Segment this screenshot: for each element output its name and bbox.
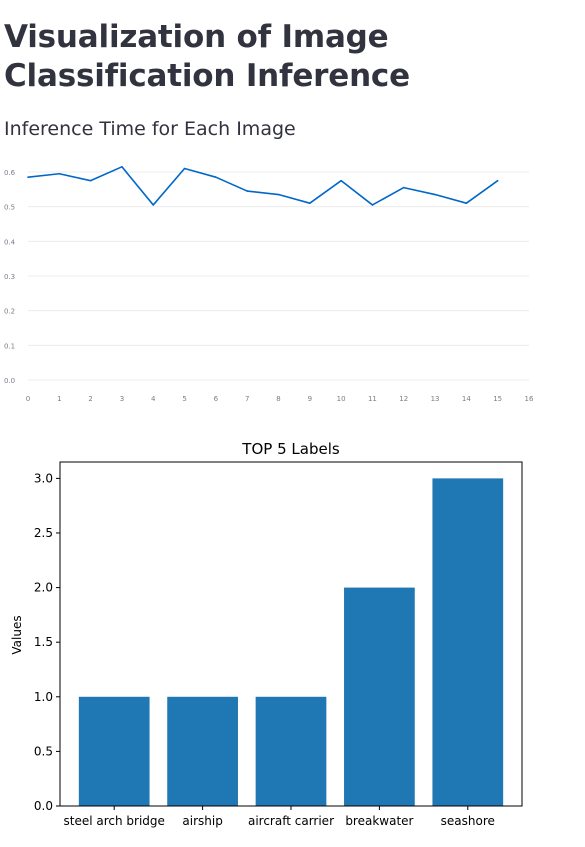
line-chart-x-tick-label: 4 [151, 395, 156, 403]
bar-chart-y-axis-label: Values [10, 615, 24, 654]
bar-chart-bars [78, 478, 504, 806]
line-chart-y-tick-label: 0.5 [4, 204, 15, 212]
line-chart-y-tick-label: 0.2 [4, 308, 15, 316]
bar-chart-bar [255, 696, 327, 806]
line-chart-point [434, 193, 436, 196]
section-title: Inference Time for Each Image [4, 118, 296, 140]
page-title: Visualization of Image Classification In… [4, 19, 410, 94]
line-chart-x-tick-label: 8 [276, 395, 280, 403]
line-chart-point [371, 204, 374, 206]
line-chart-point [246, 190, 248, 192]
bar-chart-x-tick-label: airship [182, 814, 222, 828]
line-chart-x-tick-label: 6 [214, 395, 219, 403]
line-chart-y-tick-label: 0.3 [4, 273, 15, 281]
line-chart-y-tick-label: 0.6 [4, 169, 16, 177]
bar-chart-x-tick-label: aircraft carrier [248, 814, 334, 828]
bar-chart-bar [344, 587, 415, 806]
line-chart-point [121, 166, 123, 168]
line-chart-point [89, 179, 92, 182]
bar-chart-y-tick-label: 2.0 [34, 581, 53, 595]
line-chart-point [465, 202, 468, 204]
line-chart-x-tick-label: 5 [182, 395, 186, 403]
line-chart-point [215, 176, 217, 178]
line-chart-point [152, 204, 155, 206]
line-chart-y-tick-label: 0.0 [4, 377, 15, 385]
line-chart-x-tick-label: 9 [308, 395, 312, 403]
bar-chart-y-tick-label: 0.5 [34, 744, 53, 758]
line-chart-point [496, 179, 499, 182]
line-chart-gridlines [28, 171, 529, 381]
line-chart-series-line [27, 166, 499, 206]
line-chart-point [277, 193, 280, 196]
bar-chart-y-tick-label: 0.0 [34, 799, 53, 813]
bar-chart-y-tick-label: 3.0 [34, 471, 53, 485]
line-chart-x-tick-label: 16 [525, 395, 534, 403]
bar-chart-x-ticks: steel arch bridge airship aircraft carrier… [63, 806, 495, 828]
bar-chart-title: TOP 5 Labels [241, 440, 340, 458]
line-chart-x-tick-label: 3 [120, 395, 124, 403]
line-chart-x-tick-label: 10 [337, 395, 346, 403]
bar-chart-y-tick-label: 2.5 [34, 526, 53, 540]
bar-chart-x-tick-label: seashore [441, 814, 495, 828]
line-chart-x-tick-label: 11 [368, 395, 377, 403]
bar-chart-x-tick-label: breakwater [345, 814, 413, 828]
line-chart-x-tick-label: 14 [462, 395, 471, 403]
line-chart-x-tick-labels: 0 1 2 3 4 5 6 7 8 9 10 11 12 13 14 15 16 [26, 395, 534, 403]
line-chart-x-tick-label: 15 [493, 395, 502, 403]
line-chart-point [309, 202, 311, 204]
bar-chart-bar [167, 696, 238, 806]
line-chart-x-tick-label: 0 [26, 395, 30, 403]
bar-chart-y-tick-label: 1.5 [34, 635, 53, 649]
line-chart-point [27, 176, 29, 178]
line-chart-x-tick-label: 7 [245, 395, 249, 403]
bar-chart-bar [432, 478, 504, 806]
bar-chart-plot-frame [59, 461, 523, 807]
line-chart-y-tick-label: 0.4 [4, 238, 16, 246]
line-chart-x-tick-label: 2 [88, 395, 92, 403]
inference-time-line-chart: 0.00.10.20.30.40.50.6 0 1 2 3 4 5 6 7 8 9 10 11 12 13… [4, 166, 534, 403]
line-chart-point [58, 172, 61, 175]
bar-chart-bar [78, 696, 150, 806]
top-labels-bar-chart: TOP 5 Labels Values 0.0 0.5 1.0 1.5 2.0 2.5 3.… [10, 440, 523, 828]
line-chart-series [27, 166, 499, 206]
line-chart-point [340, 179, 342, 182]
line-chart-y-tick-label: 0.1 [4, 342, 15, 350]
line-chart-x-tick-label: 13 [431, 395, 440, 403]
line-chart-y-tick-labels: 0.0 0.1 0.2 0.3 0.4 0.5 0.6 [4, 169, 16, 385]
line-chart-point [183, 167, 186, 170]
line-chart-x-tick-label: 12 [399, 395, 408, 403]
line-chart-x-tick-label: 1 [57, 395, 61, 403]
bar-chart-x-tick-label: steel arch bridge [63, 814, 164, 828]
bar-chart-y-ticks: 0.0 0.5 1.0 1.5 2.0 2.5 3.0 [34, 471, 60, 813]
bar-chart-y-tick-label: 1.0 [34, 690, 53, 704]
line-chart-point [402, 186, 405, 189]
